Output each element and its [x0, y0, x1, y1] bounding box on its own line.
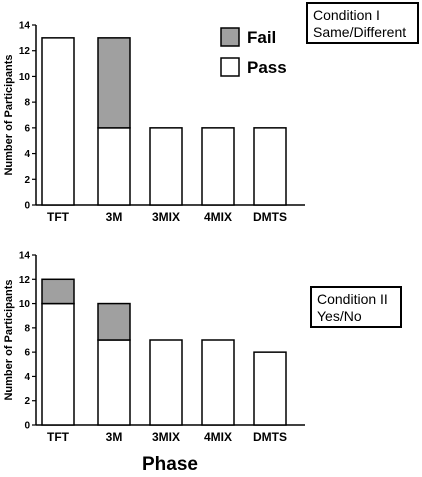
- bar-pass-dmts: [253, 351, 287, 426]
- y-tick-label: 4: [24, 372, 30, 383]
- y-tick-label: 6: [24, 348, 30, 359]
- x-tick-label: TFT: [47, 210, 70, 224]
- bar-pass-3m: [97, 127, 131, 206]
- condition-2-label-box: Condition II Yes/No: [310, 286, 402, 328]
- y-tick-label: 0: [24, 421, 30, 432]
- y-axis-title: Number of Participants: [3, 54, 15, 175]
- y-tick-label: 8: [24, 323, 30, 334]
- x-tick-label: 4MIX: [204, 430, 232, 444]
- y-tick-label: 14: [19, 251, 31, 262]
- y-tick-label: 14: [19, 21, 31, 32]
- legend-swatch-pass: [220, 57, 240, 77]
- y-tick-label: 0: [24, 201, 30, 212]
- y-tick-label: 4: [24, 149, 30, 160]
- x-tick-label: DMTS: [253, 430, 287, 444]
- y-tick-label: 2: [24, 396, 30, 407]
- y-tick-label: 6: [24, 123, 30, 134]
- bar-pass-3m: [97, 339, 131, 426]
- x-tick-label: 3MIX: [152, 210, 180, 224]
- bar-fail-3m: [97, 37, 131, 129]
- legend-label-pass: Pass: [247, 58, 287, 77]
- condition-2-title: Condition II: [317, 291, 388, 307]
- chart-condition-1: 0 2 4 6 8 10 12 14 Number of Participants TFT 3M 3M…: [3, 21, 305, 224]
- bar-pass-3mix: [149, 339, 183, 426]
- condition-2-subtitle: Yes/No: [317, 308, 362, 324]
- bar-pass-tft: [41, 37, 75, 206]
- condition-1-title: Condition I: [313, 7, 380, 23]
- y-tick-label: 12: [19, 275, 31, 286]
- y-tick-label: 2: [24, 175, 30, 186]
- bar-pass-dmts: [253, 127, 287, 206]
- condition-1-label-box: Condition I Same/Different: [306, 2, 419, 44]
- legend-swatch-fail: [220, 27, 240, 47]
- bar-pass-4mix: [201, 127, 235, 206]
- y-tick-label: 10: [19, 72, 31, 83]
- chart-condition-2: 0 2 4 6 8 10 12 14 Number of Participants TFT 3M 3M…: [3, 251, 305, 444]
- x-axis-title: Phase: [142, 454, 198, 475]
- x-tick-label: 3M: [106, 430, 123, 444]
- y-tick-label: 10: [19, 299, 31, 310]
- x-tick-label: 3M: [106, 210, 123, 224]
- legend-label-fail: Fail: [247, 28, 276, 47]
- bar-fail-3m: [97, 302, 131, 341]
- bar-pass-4mix: [201, 339, 235, 426]
- x-tick-label: 3MIX: [152, 430, 180, 444]
- y-tick-label: 8: [24, 98, 30, 109]
- bar-pass-3mix: [149, 127, 183, 206]
- x-tick-label: TFT: [47, 430, 70, 444]
- bar-fail-tft: [41, 278, 75, 305]
- x-tick-label: DMTS: [253, 210, 287, 224]
- condition-1-subtitle: Same/Different: [313, 24, 407, 40]
- x-tick-label: 4MIX: [204, 210, 232, 224]
- y-axis-title: Number of Participants: [3, 279, 15, 400]
- bar-pass-tft: [41, 302, 75, 426]
- y-tick-label: 12: [19, 46, 31, 57]
